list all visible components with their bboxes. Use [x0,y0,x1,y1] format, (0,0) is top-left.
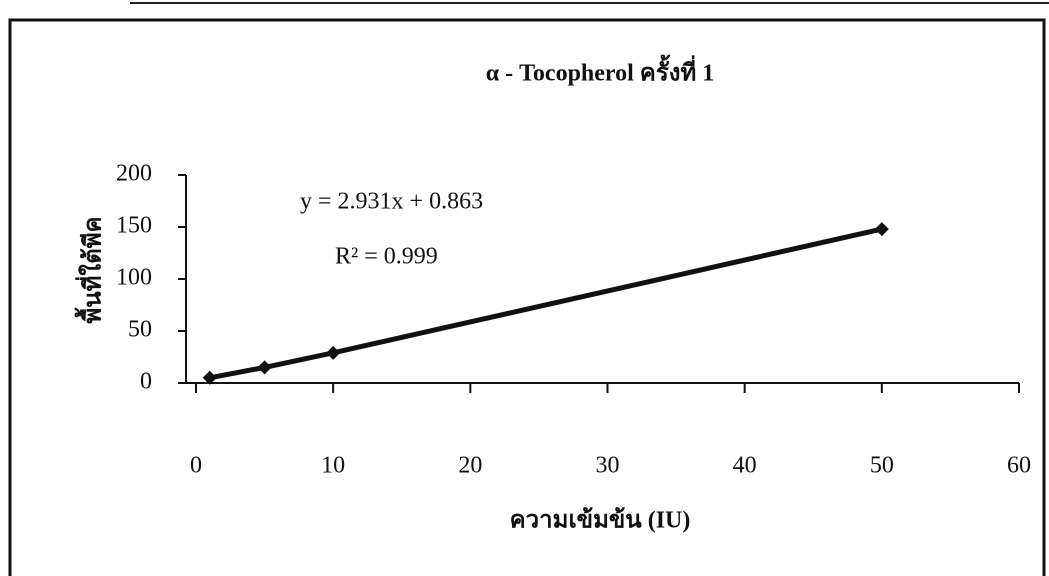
y-tick-label: 50 [128,317,152,343]
y-tick-label: 100 [116,265,152,291]
x-tick-label: 0 [190,453,202,479]
y-axis-label: พื้นที่ใต้พีค [74,216,107,323]
chart-frame [8,18,1046,576]
y-tick-label: 200 [116,161,152,187]
y-tick-label: 0 [140,369,152,395]
y-tick-label: 150 [116,213,152,239]
series-line [209,226,883,381]
data-point [326,345,341,360]
x-tick-label: 30 [596,453,620,479]
data-point [874,222,889,237]
data-point [202,370,217,385]
x-tick-label: 10 [321,453,345,479]
x-tick-label: 20 [458,453,482,479]
data-point [257,360,272,375]
x-axis-label: ความเข้มข้น (IU) [510,507,691,534]
x-tick-label: 50 [870,453,894,479]
x-tick-label: 40 [733,453,757,479]
chart-title: α - Tocopherol ครั้งที่ 1 [486,54,715,87]
equation: y = 2.931x + 0.863 [300,189,483,215]
x-tick-label: 60 [1007,453,1031,479]
r-squared: R² = 0.999 [335,244,438,270]
